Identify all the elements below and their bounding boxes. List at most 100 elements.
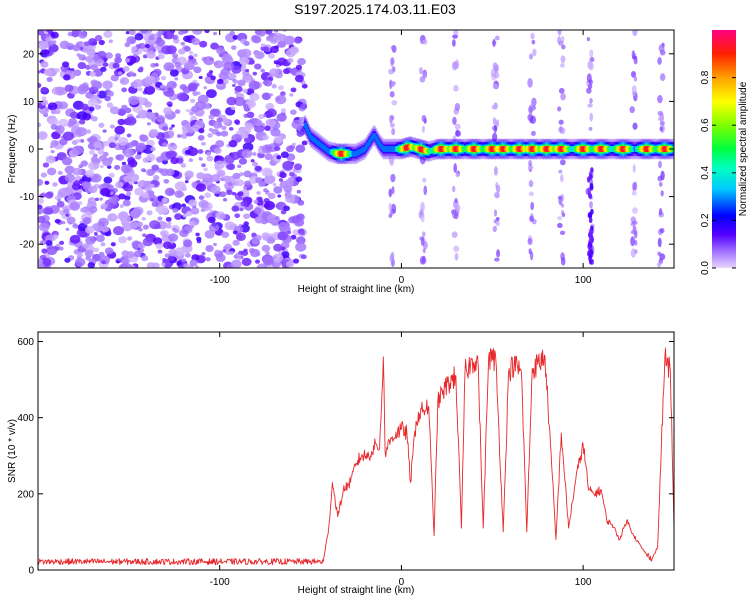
noise-speckle xyxy=(253,207,262,215)
noise-speckle xyxy=(90,156,99,163)
streak-speckle xyxy=(632,182,636,192)
noise-speckle xyxy=(119,255,131,265)
noise-speckle xyxy=(283,185,293,193)
noise-speckle xyxy=(114,56,122,64)
noise-speckle xyxy=(109,106,120,115)
noise-speckle xyxy=(267,192,276,200)
noise-speckle xyxy=(76,53,81,57)
streak-speckle xyxy=(421,114,427,123)
noise-speckle xyxy=(176,92,188,102)
noise-speckle xyxy=(157,30,165,35)
noise-speckle xyxy=(109,124,115,129)
noise-speckle xyxy=(183,239,193,248)
streak-speckle xyxy=(632,122,638,130)
noise-speckle xyxy=(137,87,143,92)
noise-speckle xyxy=(216,78,224,85)
colorbar-tick-label: 0.0 xyxy=(700,261,711,275)
streak-speckle xyxy=(658,44,665,53)
noise-speckle xyxy=(237,79,246,87)
streak-speckle xyxy=(589,56,595,63)
colorbar: 0.0 0.2 0.4 0.6 0.8 Normalized spectral ampl… xyxy=(700,30,749,275)
noise-speckle xyxy=(207,216,216,224)
noise-speckle xyxy=(297,58,306,66)
streak-speckle xyxy=(588,232,592,239)
noise-speckle xyxy=(45,155,56,164)
noise-speckle xyxy=(174,77,179,81)
noise-speckle xyxy=(131,45,138,52)
streak-speckle xyxy=(530,130,536,137)
noise-speckle xyxy=(224,221,236,231)
noise-speckle xyxy=(296,189,302,194)
noise-speckle xyxy=(116,154,125,161)
noise-speckle xyxy=(108,142,116,149)
noise-speckle xyxy=(191,105,200,113)
noise-speckle xyxy=(196,91,201,96)
noise-speckle xyxy=(214,249,220,255)
noise-speckle xyxy=(177,48,186,55)
snr-x-tick-label: 100 xyxy=(575,577,592,588)
noise-speckle xyxy=(281,251,290,258)
noise-speckle xyxy=(126,142,134,149)
noise-speckle xyxy=(158,211,163,216)
streak-speckle xyxy=(419,76,426,83)
streak-speckle xyxy=(529,215,534,222)
noise-speckle xyxy=(174,61,182,68)
noise-speckle xyxy=(263,79,273,87)
noise-speckle xyxy=(104,95,111,102)
noise-speckle xyxy=(137,180,148,189)
noise-speckle xyxy=(149,220,161,230)
noise-speckle xyxy=(46,167,57,176)
streak-speckle xyxy=(391,186,395,195)
noise-speckle xyxy=(301,254,307,260)
noise-speckle xyxy=(140,168,146,173)
streak-speckle xyxy=(453,245,460,253)
spectrogram-y-tick-label: 20 xyxy=(23,49,35,60)
noise-speckle xyxy=(269,93,273,97)
noise-speckle xyxy=(46,246,58,256)
streak-speckle xyxy=(492,83,499,90)
noise-speckle xyxy=(163,178,170,184)
noise-speckle xyxy=(64,165,75,175)
noise-speckle xyxy=(133,79,144,88)
noise-speckle xyxy=(38,178,44,186)
spectrogram-x-tick-label: 100 xyxy=(575,275,592,286)
noise-speckle xyxy=(210,174,221,182)
noise-speckle xyxy=(250,248,261,258)
noise-speckle xyxy=(299,230,306,236)
streak-speckle xyxy=(561,44,566,50)
noise-speckle xyxy=(161,262,166,267)
streak-speckle xyxy=(451,231,458,239)
streak-speckle xyxy=(493,209,498,217)
noise-speckle xyxy=(222,198,228,202)
noise-speckle xyxy=(232,191,237,196)
noise-speckle xyxy=(253,199,259,205)
noise-speckle xyxy=(205,230,214,238)
streak-speckle xyxy=(560,159,566,166)
noise-speckle xyxy=(39,263,45,268)
noise-speckle xyxy=(254,215,264,224)
noise-speckle xyxy=(226,96,237,106)
noise-speckle xyxy=(242,103,249,109)
spectrogram-y-tick-label: 10 xyxy=(23,97,35,108)
noise-speckle xyxy=(134,246,139,250)
colorbar-title: Normalized spectral amplitude xyxy=(738,81,749,216)
streak-speckle xyxy=(530,32,535,40)
noise-speckle xyxy=(204,192,212,199)
noise-speckle xyxy=(38,70,41,74)
noise-speckle xyxy=(194,62,198,66)
noise-speckle xyxy=(46,76,53,83)
streak-speckle xyxy=(420,201,425,212)
noise-speckle xyxy=(272,183,277,187)
noise-speckle xyxy=(205,245,214,253)
noise-speckle xyxy=(228,140,238,148)
streak-speckle xyxy=(589,201,593,209)
streak-speckle xyxy=(634,239,638,246)
noise-speckle xyxy=(181,203,186,208)
noise-speckle xyxy=(142,237,154,247)
noise-speckle xyxy=(163,30,175,40)
noise-speckle xyxy=(119,144,126,150)
noise-speckle xyxy=(199,40,208,48)
noise-speckle xyxy=(88,38,98,46)
noise-speckle xyxy=(289,93,294,97)
noise-speckle xyxy=(113,226,124,236)
